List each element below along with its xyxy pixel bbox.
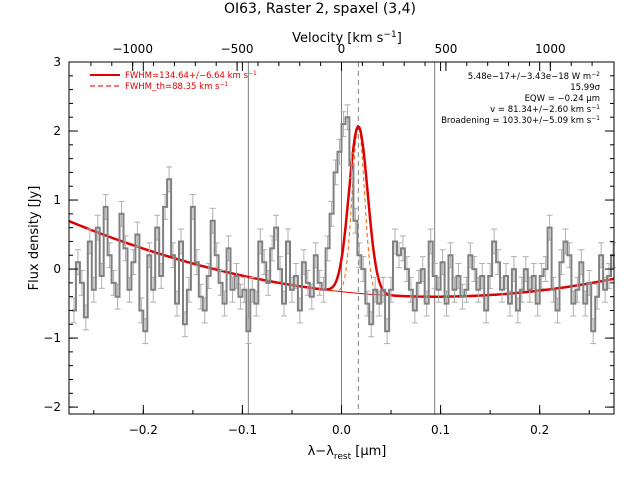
data-step-line — [72, 116, 615, 333]
top-tick-label: 0 — [338, 42, 346, 56]
annotation-broadening: Broadening = 103.30+/−5.09 km s−1 — [441, 115, 600, 126]
thermal-fit — [68, 125, 615, 298]
y-axis-label: Flux density [Jy] — [27, 186, 42, 291]
top-tick-label: 1000 — [535, 42, 566, 56]
y-tick-label: 2 — [53, 124, 61, 138]
y-tick-label: 0 — [53, 262, 61, 276]
x-tick-label: 0.1 — [431, 423, 450, 437]
y-tick-label: 3 — [53, 55, 61, 69]
top-tick-label: 500 — [434, 42, 457, 56]
x-tick-label: 0.0 — [332, 423, 351, 437]
x-tick-label: −0.2 — [129, 423, 158, 437]
annotation-flux: 5.48e−17+/−3.43e−18 W m−2 — [468, 71, 600, 82]
annotation-eqw: EQW = −0.24 μm — [525, 94, 600, 104]
y-tick-label: −1 — [43, 331, 61, 345]
chart-title: OI63, Raster 2, spaxel (3,4) — [224, 1, 416, 17]
legend-label-fwhm: FWHM=134.64+/−6.64 km s−1 — [125, 70, 257, 81]
legend: FWHM=134.64+/−6.64 km s−1 FWHM_th=88.35 … — [90, 70, 257, 92]
top-axis-label: Velocity [km s−1] — [292, 30, 402, 46]
y-tick-label: 1 — [53, 193, 61, 207]
top-tick-label: −500 — [221, 42, 254, 56]
x-tick-label: 0.2 — [530, 423, 549, 437]
x-tick-label: −0.1 — [228, 423, 257, 437]
annotation-velocity: v = 81.34+/−2.60 km s−1 — [490, 104, 600, 115]
data-series — [70, 104, 617, 345]
axes: −0.2 −0.1 0.0 0.1 0.2 −2 −1 0 1 2 3 −1000 −500 0 500 10… — [43, 42, 614, 437]
y-tick-label: −2 — [43, 400, 61, 414]
fit-annotations: 5.48e−17+/−3.43e−18 W m−2 15.99σ EQW = −… — [441, 71, 601, 126]
x-axis-label: λ−λrest [μm] — [308, 444, 387, 462]
legend-label-fwhm-th: FWHM_th=88.35 km s−1 — [125, 81, 229, 92]
top-tick-label: −1000 — [112, 42, 153, 56]
annotation-snr: 15.99σ — [570, 83, 600, 93]
